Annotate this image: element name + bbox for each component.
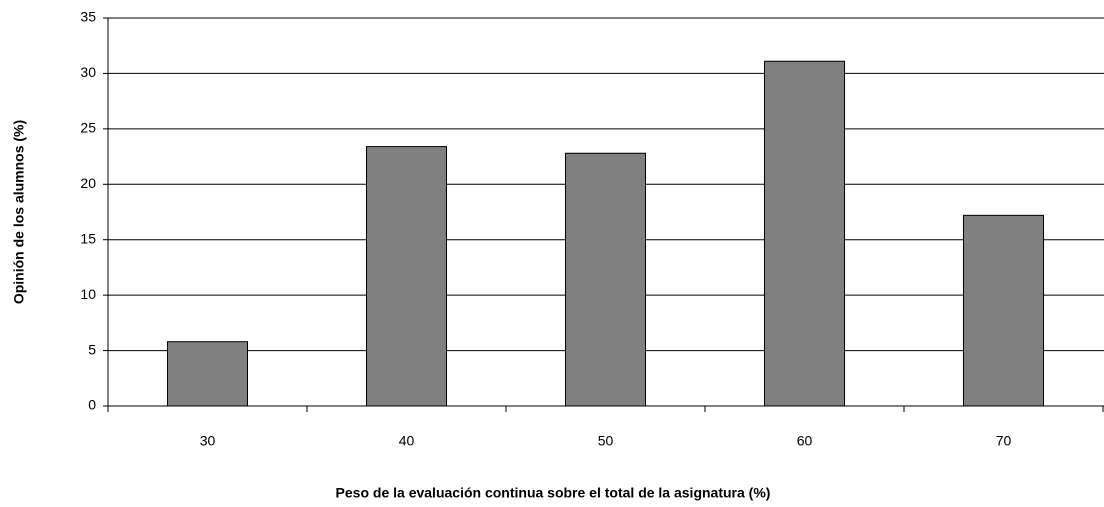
- y-tick-label: 25: [80, 120, 96, 136]
- x-tick-label: 30: [200, 433, 216, 449]
- x-tick-label: 70: [996, 433, 1012, 449]
- bar: [167, 341, 248, 407]
- x-tick-label: 40: [399, 433, 415, 449]
- y-tick-label: 10: [80, 286, 96, 302]
- bar: [764, 60, 845, 407]
- y-tick-label: 15: [80, 230, 96, 246]
- bar: [366, 146, 447, 407]
- x-tick-label: 60: [797, 433, 813, 449]
- bar: [565, 152, 646, 407]
- y-tick-label: 5: [88, 341, 96, 357]
- y-tick-label: 35: [80, 9, 96, 25]
- x-tick-label: 50: [598, 433, 614, 449]
- x-axis-title: Peso de la evaluación continua sobre el …: [336, 485, 771, 501]
- y-tick-label: 0: [88, 397, 96, 413]
- y-axis-title: Opinión de los alumnos (%): [11, 120, 27, 304]
- y-tick-label: 30: [80, 64, 96, 80]
- bar: [963, 214, 1044, 407]
- y-tick-label: 20: [80, 175, 96, 191]
